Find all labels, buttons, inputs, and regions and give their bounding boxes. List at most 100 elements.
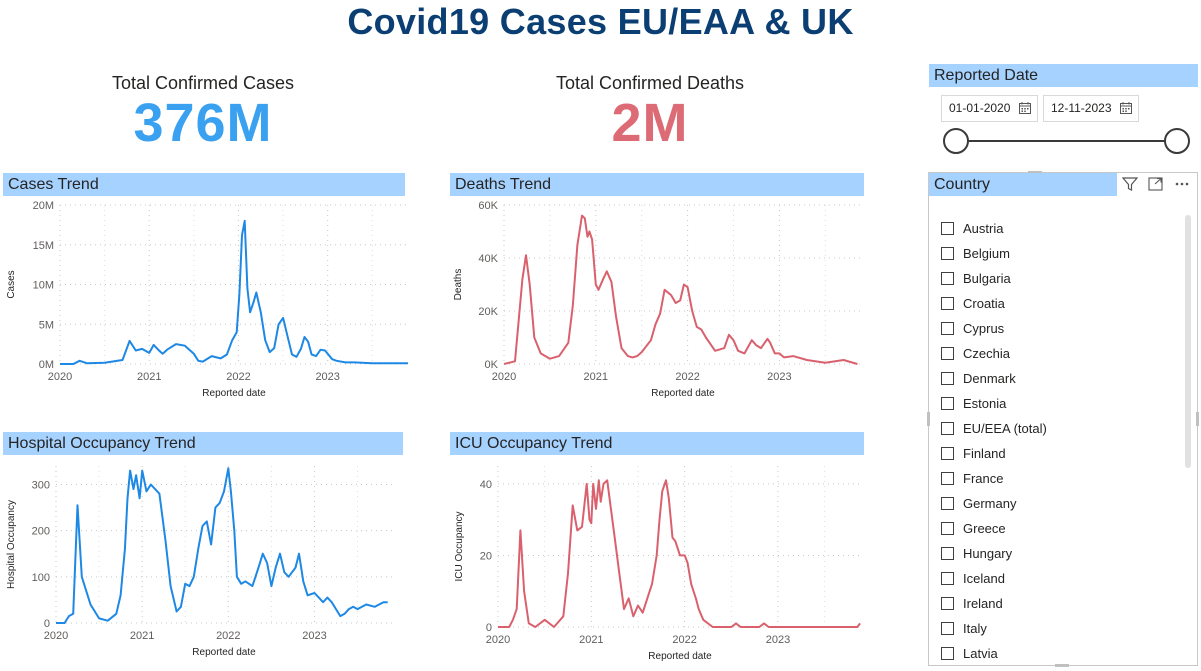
country-checkbox[interactable]	[941, 471, 954, 485]
country-checkbox[interactable]	[941, 521, 954, 535]
country-label: Denmark	[963, 370, 1016, 386]
date-range-end-handle[interactable]	[1164, 128, 1190, 154]
country-item[interactable]: Cyprus	[941, 318, 1004, 338]
country-label: Finland	[963, 445, 1006, 461]
country-item[interactable]: Czechia	[941, 343, 1010, 363]
kpi-label: Total Confirmed Deaths	[555, 73, 745, 93]
y-tick-label: 60K	[478, 200, 498, 212]
x-tick-label: 2022	[675, 371, 699, 383]
y-tick-label: 20M	[33, 200, 54, 212]
country-list-scrollbar[interactable]	[1185, 215, 1191, 468]
y-tick-label: 0	[44, 618, 50, 630]
calendar-icon[interactable]	[1019, 102, 1031, 114]
country-item[interactable]: Denmark	[941, 368, 1016, 388]
country-item[interactable]: Estonia	[941, 393, 1006, 413]
country-item[interactable]: Germany	[941, 493, 1016, 513]
cases-trend-header: Cases Trend	[3, 173, 405, 196]
y-axis-label: Cases	[6, 270, 17, 298]
country-checkbox[interactable]	[941, 646, 954, 660]
country-checkbox[interactable]	[941, 246, 954, 260]
y-tick-label: 0	[486, 622, 492, 634]
resize-handle-bottom[interactable]	[1055, 664, 1069, 667]
country-item[interactable]: EU/EEA (total)	[941, 418, 1047, 438]
icu-trend-header: ICU Occupancy Trend	[450, 432, 864, 455]
series-line[interactable]	[60, 219, 408, 365]
resize-handle-top[interactable]	[1028, 171, 1042, 174]
x-tick-label: 2022	[672, 634, 696, 646]
country-item[interactable]: Hungary	[941, 543, 1012, 563]
country-item[interactable]: Croatia	[941, 293, 1005, 313]
country-checkbox[interactable]	[941, 221, 954, 235]
country-item[interactable]: Latvia	[941, 643, 998, 663]
y-axis-label: Hospital Occupancy	[6, 500, 17, 589]
series-line[interactable]	[498, 479, 861, 628]
series-line[interactable]	[503, 214, 858, 365]
kpi-total-cases: Total Confirmed Cases 376M	[53, 73, 353, 150]
x-tick-label: 2021	[584, 371, 608, 383]
country-checkbox[interactable]	[941, 321, 954, 335]
country-checkbox[interactable]	[941, 496, 954, 510]
country-item[interactable]: Bulgaria	[941, 268, 1011, 288]
start-date-value: 01-01-2020	[949, 101, 1011, 115]
focus-mode-icon[interactable]	[1143, 173, 1169, 195]
y-tick-label: 100	[32, 572, 50, 584]
icu-occupancy-chart: 0 20 40 2020 2021 2022 2023 Reported date ICU Oc…	[454, 466, 862, 662]
start-date-input[interactable]: 01-01-2020	[941, 95, 1038, 122]
resize-handle-left[interactable]	[927, 412, 930, 426]
country-label: Croatia	[963, 295, 1005, 311]
country-item[interactable]: Greece	[941, 518, 1006, 538]
hospital-trend-header: Hospital Occupancy Trend	[3, 432, 403, 455]
x-axis-label: Reported date	[192, 647, 256, 658]
country-label: Italy	[963, 620, 987, 636]
country-label: France	[963, 470, 1004, 486]
country-checkbox[interactable]	[941, 546, 954, 560]
date-range-start-handle[interactable]	[943, 128, 969, 154]
calendar-icon[interactable]	[1120, 102, 1132, 114]
reported-date-header: Reported Date	[929, 64, 1198, 87]
country-item[interactable]: Finland	[941, 443, 1006, 463]
country-label: Germany	[963, 495, 1017, 511]
country-item[interactable]: Belgium	[941, 243, 1010, 263]
country-label: Austria	[963, 220, 1004, 236]
country-label: Hungary	[963, 545, 1013, 561]
country-checkbox[interactable]	[941, 596, 954, 610]
visual-header-toolbar	[1117, 173, 1197, 196]
resize-handle-right[interactable]	[1196, 412, 1199, 426]
x-tick-label: 2020	[486, 634, 510, 646]
y-tick-label: 15M	[33, 240, 54, 252]
y-tick-label: 20K	[478, 306, 498, 318]
filter-icon[interactable]	[1117, 173, 1143, 195]
country-checkbox[interactable]	[941, 271, 954, 285]
x-tick-label: 2023	[767, 371, 791, 383]
x-tick-label: 2023	[766, 634, 790, 646]
date-range-track[interactable]	[956, 140, 1177, 142]
country-label: Cyprus	[963, 320, 1005, 336]
cases-trend-chart: 0M 5M 10M 15M 20M 2020 2021 2022 2023 Reported da…	[6, 200, 408, 399]
more-options-icon[interactable]	[1169, 173, 1195, 195]
country-item[interactable]: Austria	[941, 218, 1003, 238]
country-checkbox[interactable]	[941, 446, 954, 460]
country-header: Country	[929, 173, 1117, 196]
x-tick-label: 2023	[315, 371, 339, 383]
y-tick-label: 20	[480, 550, 492, 562]
country-item[interactable]: France	[941, 468, 1003, 488]
country-checkbox[interactable]	[941, 296, 954, 310]
country-label: Greece	[963, 520, 1006, 536]
country-label: Czechia	[963, 345, 1010, 361]
end-date-input[interactable]: 12-11-2023	[1043, 95, 1139, 122]
country-checkbox[interactable]	[941, 571, 954, 585]
country-label: Ireland	[963, 595, 1003, 611]
country-checkbox[interactable]	[941, 421, 954, 435]
country-checkbox[interactable]	[941, 371, 954, 385]
x-tick-label: 2020	[492, 371, 516, 383]
y-tick-label: 10M	[33, 280, 54, 292]
series-line[interactable]	[56, 467, 388, 624]
x-tick-label: 2020	[44, 630, 68, 642]
deaths-trend-chart: 0K 20K 40K 60K 2020 2021 2022 2023 Reported date…	[453, 200, 862, 399]
country-checkbox[interactable]	[941, 396, 954, 410]
country-checkbox[interactable]	[941, 346, 954, 360]
country-item[interactable]: Iceland	[941, 568, 1005, 588]
country-item[interactable]: Ireland	[941, 593, 1003, 613]
country-item[interactable]: Italy	[941, 618, 987, 638]
country-checkbox[interactable]	[941, 621, 954, 635]
